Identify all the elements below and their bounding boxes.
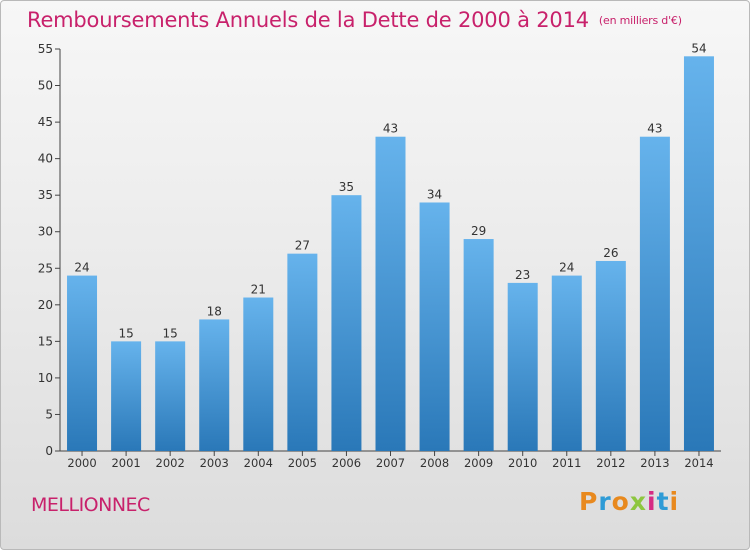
x-tick-label: 2013 bbox=[640, 456, 669, 470]
x-tick-label: 2006 bbox=[332, 456, 361, 470]
bar-2006 bbox=[331, 195, 362, 451]
y-tick-label: 40 bbox=[38, 152, 53, 166]
bar-2004 bbox=[243, 297, 274, 451]
y-tick-label: 0 bbox=[45, 444, 53, 458]
bar-2002 bbox=[155, 341, 186, 451]
y-tick-label: 15 bbox=[38, 334, 53, 348]
bar-2008 bbox=[419, 202, 450, 451]
bar-value-label: 23 bbox=[515, 268, 530, 282]
bar-value-label: 43 bbox=[647, 122, 662, 136]
x-tick-label: 2007 bbox=[376, 456, 405, 470]
bar-value-label: 15 bbox=[163, 326, 178, 340]
bar-2003 bbox=[199, 319, 230, 451]
bar-2009 bbox=[463, 239, 494, 451]
bar-value-label: 15 bbox=[118, 326, 133, 340]
x-tick-label: 2004 bbox=[244, 456, 273, 470]
bar-value-label: 18 bbox=[207, 304, 222, 318]
y-tick-label: 35 bbox=[38, 188, 53, 202]
y-tick-label: 10 bbox=[38, 371, 53, 385]
bar-value-label: 24 bbox=[74, 261, 89, 275]
bar-value-label: 24 bbox=[559, 261, 574, 275]
x-tick-label: 2012 bbox=[596, 456, 625, 470]
x-tick-label: 2010 bbox=[508, 456, 537, 470]
y-tick-label: 5 bbox=[45, 407, 53, 421]
bar-value-label: 54 bbox=[691, 41, 706, 55]
bar-2012 bbox=[595, 260, 626, 451]
y-tick-label: 30 bbox=[38, 225, 53, 239]
chart-title: Remboursements Annuels de la Dette de 20… bbox=[27, 8, 682, 32]
bar-value-label: 34 bbox=[427, 187, 442, 201]
x-tick-label: 2005 bbox=[288, 456, 317, 470]
y-tick-label: 45 bbox=[38, 115, 53, 129]
bar-2014 bbox=[683, 56, 714, 452]
bar-value-label: 29 bbox=[471, 224, 486, 238]
proxiti-logo: Proxiti bbox=[579, 487, 680, 516]
bar-2010 bbox=[507, 282, 538, 451]
x-tick-label: 2002 bbox=[156, 456, 185, 470]
bar-2007 bbox=[375, 136, 406, 451]
y-tick-label: 55 bbox=[38, 42, 53, 56]
x-tick-label: 2011 bbox=[552, 456, 581, 470]
y-tick-label: 20 bbox=[38, 298, 53, 312]
bar-value-label: 21 bbox=[251, 283, 266, 297]
bar-value-label: 35 bbox=[339, 180, 354, 194]
chart-title-text: Remboursements Annuels de la Dette de 20… bbox=[27, 8, 589, 32]
bar-value-label: 27 bbox=[295, 239, 310, 253]
x-tick-label: 2003 bbox=[200, 456, 229, 470]
bar-2011 bbox=[551, 275, 582, 451]
x-tick-label: 2009 bbox=[464, 456, 493, 470]
y-tick-label: 50 bbox=[38, 79, 53, 93]
bar-value-label: 26 bbox=[603, 246, 618, 260]
bar-2000 bbox=[67, 275, 98, 451]
x-tick-label: 2001 bbox=[111, 456, 140, 470]
bar-value-label: 43 bbox=[383, 122, 398, 136]
bar-2013 bbox=[639, 136, 670, 451]
y-tick-label: 25 bbox=[38, 261, 53, 275]
chart-unit: (en milliers d'€) bbox=[598, 14, 682, 27]
bar-2005 bbox=[287, 253, 318, 451]
x-tick-label: 2014 bbox=[684, 456, 713, 470]
bar-2001 bbox=[111, 341, 142, 451]
commune-name: MELLIONNEC bbox=[31, 494, 150, 516]
x-tick-label: 2000 bbox=[67, 456, 96, 470]
x-tick-label: 2008 bbox=[420, 456, 449, 470]
